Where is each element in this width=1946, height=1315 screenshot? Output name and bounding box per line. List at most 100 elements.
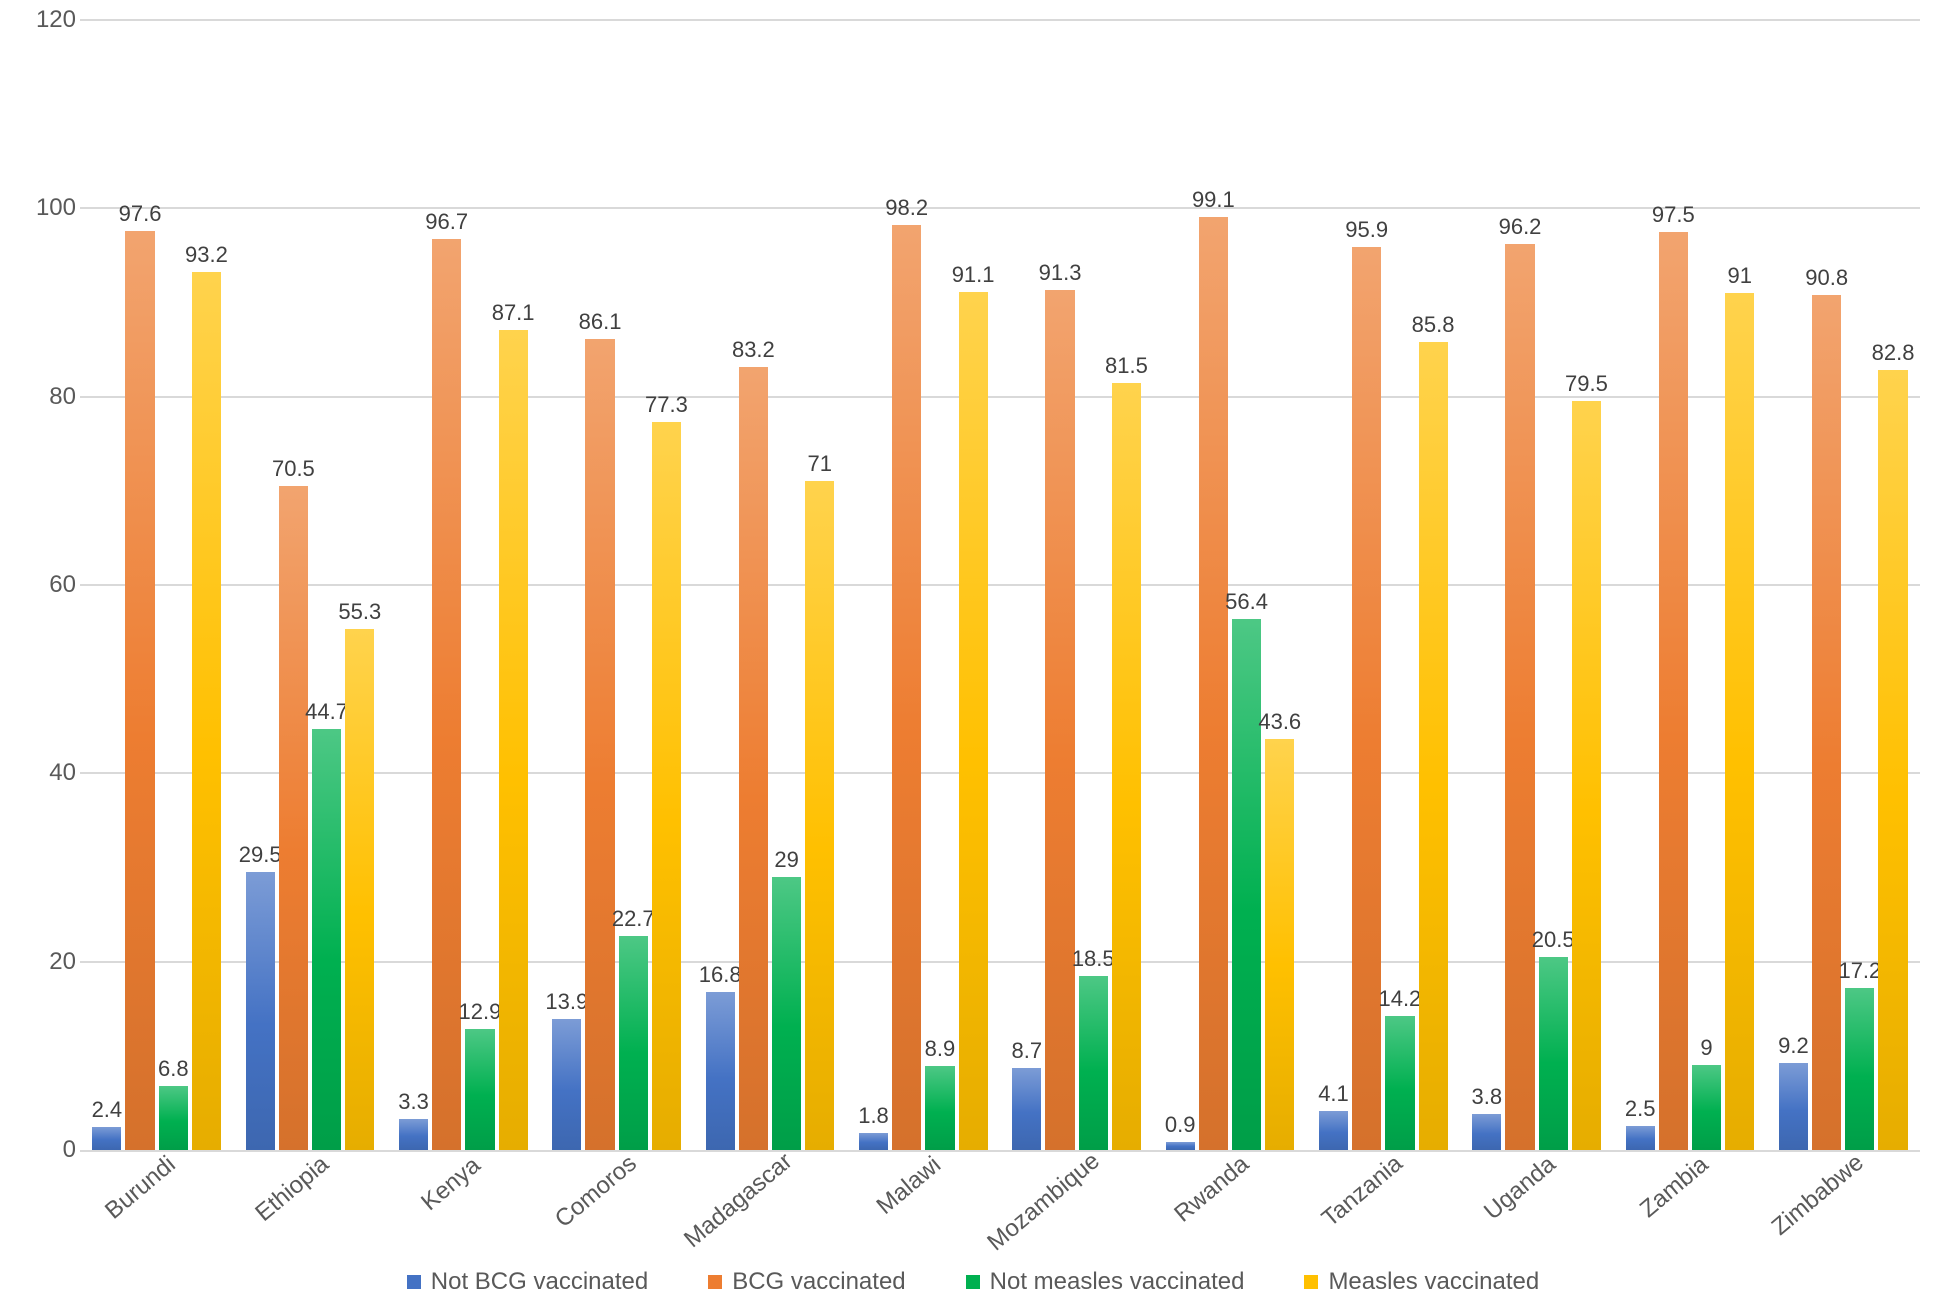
- bar-value-label: 98.2: [885, 195, 928, 225]
- bar-value-label: 97.5: [1652, 202, 1695, 232]
- x-label-cell: Burundi: [80, 1156, 233, 1266]
- legend-swatch: [407, 1275, 421, 1289]
- category-group: 3.396.712.987.1: [387, 20, 540, 1150]
- bar-value-label: 14.2: [1378, 986, 1421, 1016]
- bar-value-label: 9: [1700, 1035, 1712, 1065]
- bars: 16.8 83.2 2971: [706, 20, 835, 1150]
- category-group: 1.898.28.991.1: [847, 20, 1000, 1150]
- bar-value-label: 18.5: [1072, 946, 1115, 976]
- category-group: 3.896.220.579.5: [1460, 20, 1613, 1150]
- bar: 16.8: [706, 992, 735, 1150]
- bars: 2.497.66.893.2: [92, 20, 221, 1150]
- category-group: 29.570.544.755.3: [233, 20, 386, 1150]
- legend-swatch: [708, 1275, 722, 1289]
- bar: 44.7: [312, 729, 341, 1150]
- bar: 95.9: [1352, 247, 1381, 1150]
- bar-value-label: 9.2: [1778, 1033, 1809, 1063]
- bar: 43.6: [1265, 739, 1294, 1150]
- bar: 90.8: [1812, 295, 1841, 1150]
- category-label: Comoros: [550, 1150, 643, 1234]
- bar-value-label: 8.9: [925, 1036, 956, 1066]
- category-label: Uganda: [1479, 1151, 1561, 1226]
- bars: 3.396.712.987.1: [399, 20, 528, 1150]
- bar: 12.9: [465, 1029, 494, 1150]
- bar-value-label: 8.7: [1012, 1038, 1043, 1068]
- legend-item: Measles vaccinated: [1304, 1268, 1539, 1296]
- y-tick-label: 100: [16, 194, 76, 222]
- bar-value-label: 29: [774, 847, 798, 877]
- bar-value-label: 97.6: [119, 201, 162, 231]
- category-group: 2.497.66.893.2: [80, 20, 233, 1150]
- bar-value-label: 82.8: [1872, 340, 1915, 370]
- bar: 81.5: [1112, 383, 1141, 1150]
- bar: 4.1: [1319, 1111, 1348, 1150]
- x-label-cell: Ethiopia: [233, 1156, 386, 1266]
- bars: 8.791.318.581.5: [1012, 20, 1141, 1150]
- category-label: Ethiopia: [250, 1150, 334, 1227]
- bar-value-label: 22.7: [612, 906, 655, 936]
- bar: 97.5: [1659, 232, 1688, 1150]
- bar-value-label: 85.8: [1412, 312, 1455, 342]
- bar: 91: [1725, 293, 1754, 1150]
- bar: 0.9: [1166, 1142, 1195, 1150]
- bar: 3.8: [1472, 1114, 1501, 1150]
- y-tick-label: 60: [16, 571, 76, 599]
- y-tick-label: 40: [16, 759, 76, 787]
- legend-item: Not measles vaccinated: [966, 1268, 1245, 1296]
- bar-value-label: 83.2: [732, 337, 775, 367]
- bar: 86.1: [585, 339, 614, 1150]
- bar: 85.8: [1419, 342, 1448, 1150]
- bar: 79.5: [1572, 401, 1601, 1150]
- x-label-cell: Madagascar: [693, 1156, 846, 1266]
- bar: 71: [805, 481, 834, 1150]
- bar: 96.7: [432, 239, 461, 1150]
- bar-value-label: 93.2: [185, 242, 228, 272]
- category-group: 8.791.318.581.5: [1000, 20, 1153, 1150]
- bar-value-label: 77.3: [645, 392, 688, 422]
- bar: 93.2: [192, 272, 221, 1150]
- bar: 6.8: [159, 1086, 188, 1150]
- category-group: 0.999.156.443.6: [1153, 20, 1306, 1150]
- legend-item: Not BCG vaccinated: [407, 1268, 648, 1296]
- bar: 82.8: [1878, 370, 1907, 1150]
- bars: 9.290.817.282.8: [1779, 20, 1908, 1150]
- bars: 4.195.914.285.8: [1319, 20, 1448, 1150]
- y-tick-label: 20: [16, 948, 76, 976]
- category-label: Malawi: [872, 1151, 947, 1220]
- bar-value-label: 16.8: [699, 962, 742, 992]
- bar: 3.3: [399, 1119, 428, 1150]
- legend-swatch: [966, 1275, 980, 1289]
- category-label: Burundi: [100, 1151, 181, 1226]
- bar: 99.1: [1199, 217, 1228, 1150]
- bar-value-label: 90.8: [1805, 265, 1848, 295]
- bar-value-label: 99.1: [1192, 187, 1235, 217]
- bar: 9.2: [1779, 1063, 1808, 1150]
- bar-value-label: 70.5: [272, 456, 315, 486]
- x-label-cell: Zambia: [1613, 1156, 1766, 1266]
- legend: Not BCG vaccinatedBCG vaccinatedNot meas…: [0, 1268, 1946, 1296]
- bar: 97.6: [125, 231, 154, 1150]
- category-label: Tanzania: [1317, 1150, 1409, 1233]
- bar: 17.2: [1845, 988, 1874, 1150]
- bar-value-label: 12.9: [459, 999, 502, 1029]
- y-tick-label: 120: [16, 6, 76, 34]
- bar-value-label: 56.4: [1225, 589, 1268, 619]
- x-label-cell: Uganda: [1460, 1156, 1613, 1266]
- bar: 77.3: [652, 422, 681, 1150]
- bar: 14.2: [1385, 1016, 1414, 1150]
- legend-label: Measles vaccinated: [1328, 1268, 1539, 1296]
- bar: 91.3: [1045, 290, 1074, 1150]
- bar: 70.5: [279, 486, 308, 1150]
- bar-value-label: 6.8: [158, 1056, 189, 1086]
- vaccination-bar-chart: 2.497.66.893.229.570.544.755.33.396.712.…: [0, 0, 1946, 1315]
- bar-value-label: 3.8: [1472, 1084, 1503, 1114]
- bar: 56.4: [1232, 619, 1261, 1150]
- bar-value-label: 95.9: [1345, 217, 1388, 247]
- category-group: 4.195.914.285.8: [1307, 20, 1460, 1150]
- bar-value-label: 1.8: [858, 1103, 889, 1133]
- category-label: Zambia: [1635, 1151, 1714, 1224]
- x-label-cell: Tanzania: [1307, 1156, 1460, 1266]
- category-group: 13.986.122.777.3: [540, 20, 693, 1150]
- bar: 22.7: [619, 936, 648, 1150]
- bar-value-label: 81.5: [1105, 353, 1148, 383]
